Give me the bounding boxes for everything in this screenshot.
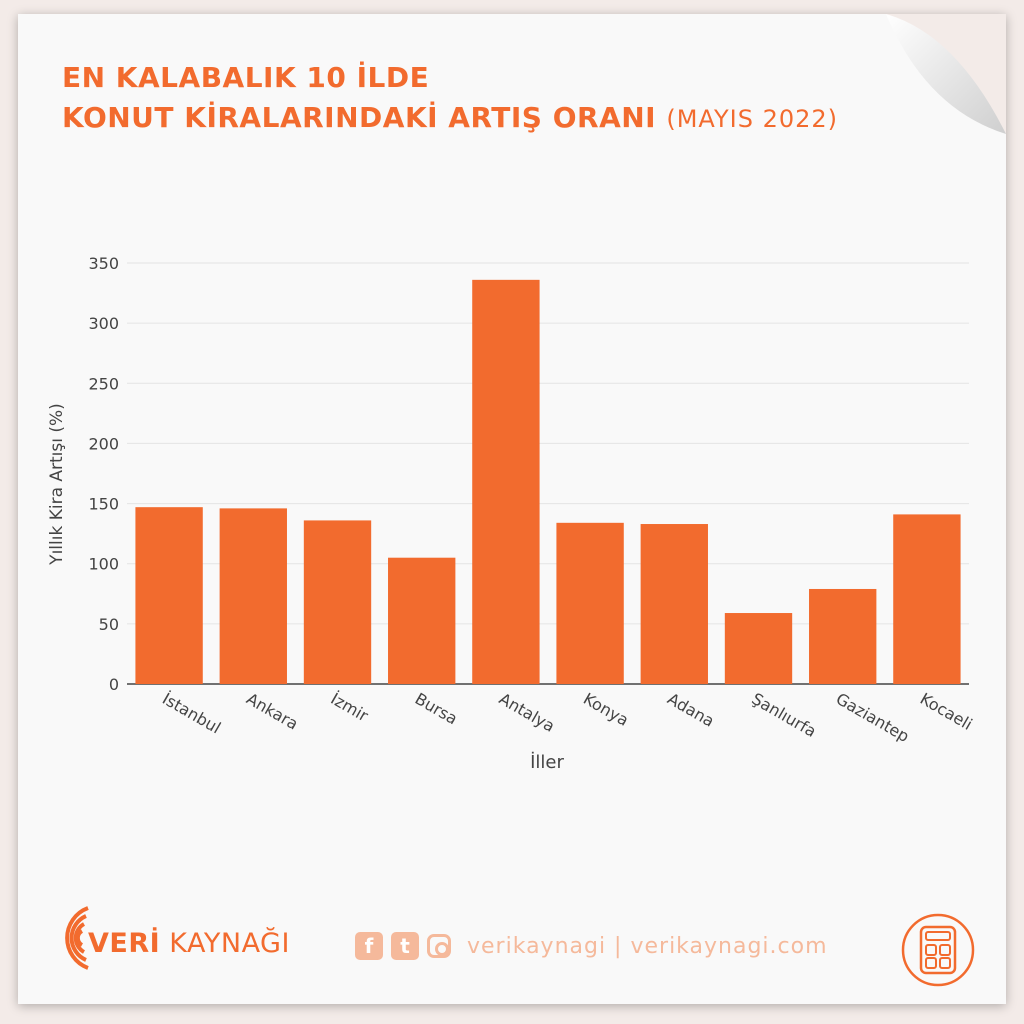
bar-5 bbox=[556, 522, 624, 684]
x-tick-label: Bursa bbox=[412, 689, 461, 728]
x-tick-label: Ankara bbox=[243, 689, 301, 734]
y-tick-label: 0 bbox=[109, 675, 119, 694]
x-tick-label: İstanbul bbox=[159, 689, 224, 737]
y-tick-label: 50 bbox=[99, 615, 119, 634]
bar-8 bbox=[809, 588, 877, 684]
bar-7 bbox=[724, 613, 793, 684]
bar-3 bbox=[388, 557, 456, 684]
y-tick-labels: 0 50 100 150 200 250 300 350 bbox=[88, 254, 119, 694]
brand-name: VERİ KAYNAĞI bbox=[88, 928, 290, 959]
brand-name-rest: KAYNAĞI bbox=[160, 928, 290, 959]
x-tick-label: Antalya bbox=[496, 689, 558, 736]
x-tick-label: Şanlıurfa bbox=[749, 689, 820, 741]
x-tick-label: İzmir bbox=[328, 689, 372, 726]
y-tick-label: 150 bbox=[88, 495, 119, 514]
veri-kaynagi-logo-icon bbox=[65, 906, 89, 970]
x-tick-label: Kocaeli bbox=[917, 689, 976, 734]
title-line-1: EN KALABALIK 10 İLDE bbox=[62, 61, 430, 94]
bar-4 bbox=[472, 279, 540, 684]
instagram-icon[interactable] bbox=[427, 934, 451, 958]
bar-0 bbox=[135, 507, 203, 684]
x-axis-label: İller bbox=[530, 752, 564, 773]
bar-1 bbox=[219, 508, 287, 684]
twitter-icon[interactable]: t bbox=[391, 932, 419, 960]
social-handle: verikaynagi | verikaynagi.com bbox=[467, 933, 828, 959]
title-line-2: KONUT KİRALARINDAKİ ARTIŞ ORANI bbox=[62, 101, 657, 134]
chart-title: EN KALABALIK 10 İLDE KONUT KİRALARINDAKİ… bbox=[62, 58, 838, 139]
brand-name-bold: VERİ bbox=[88, 928, 161, 959]
y-tick-label: 100 bbox=[88, 555, 119, 574]
y-tick-label: 300 bbox=[88, 314, 119, 333]
x-tick-label: Adana bbox=[664, 689, 717, 731]
x-tick-label: Konya bbox=[580, 689, 632, 730]
facebook-icon[interactable]: f bbox=[355, 932, 383, 960]
y-tick-label: 200 bbox=[88, 434, 119, 453]
x-tick-labels: İstanbul Ankara İzmir Bursa Antalya Konya Adan… bbox=[159, 689, 976, 746]
y-tick-label: 350 bbox=[88, 254, 119, 273]
bars bbox=[135, 279, 961, 684]
y-tick-label: 250 bbox=[88, 374, 119, 393]
bar-2 bbox=[303, 520, 372, 684]
page-curl-decoration bbox=[886, 14, 1006, 134]
calculator-icon bbox=[901, 913, 975, 987]
bar-6 bbox=[640, 524, 708, 684]
bar-9 bbox=[893, 514, 961, 684]
title-date: (MAYIS 2022) bbox=[666, 105, 839, 133]
social-links: f t verikaynagi | verikaynagi.com bbox=[355, 932, 828, 960]
y-axis-label: Yıllık Kira Artışı (%) bbox=[47, 403, 67, 566]
x-tick-label: Gaziantep bbox=[833, 689, 913, 746]
